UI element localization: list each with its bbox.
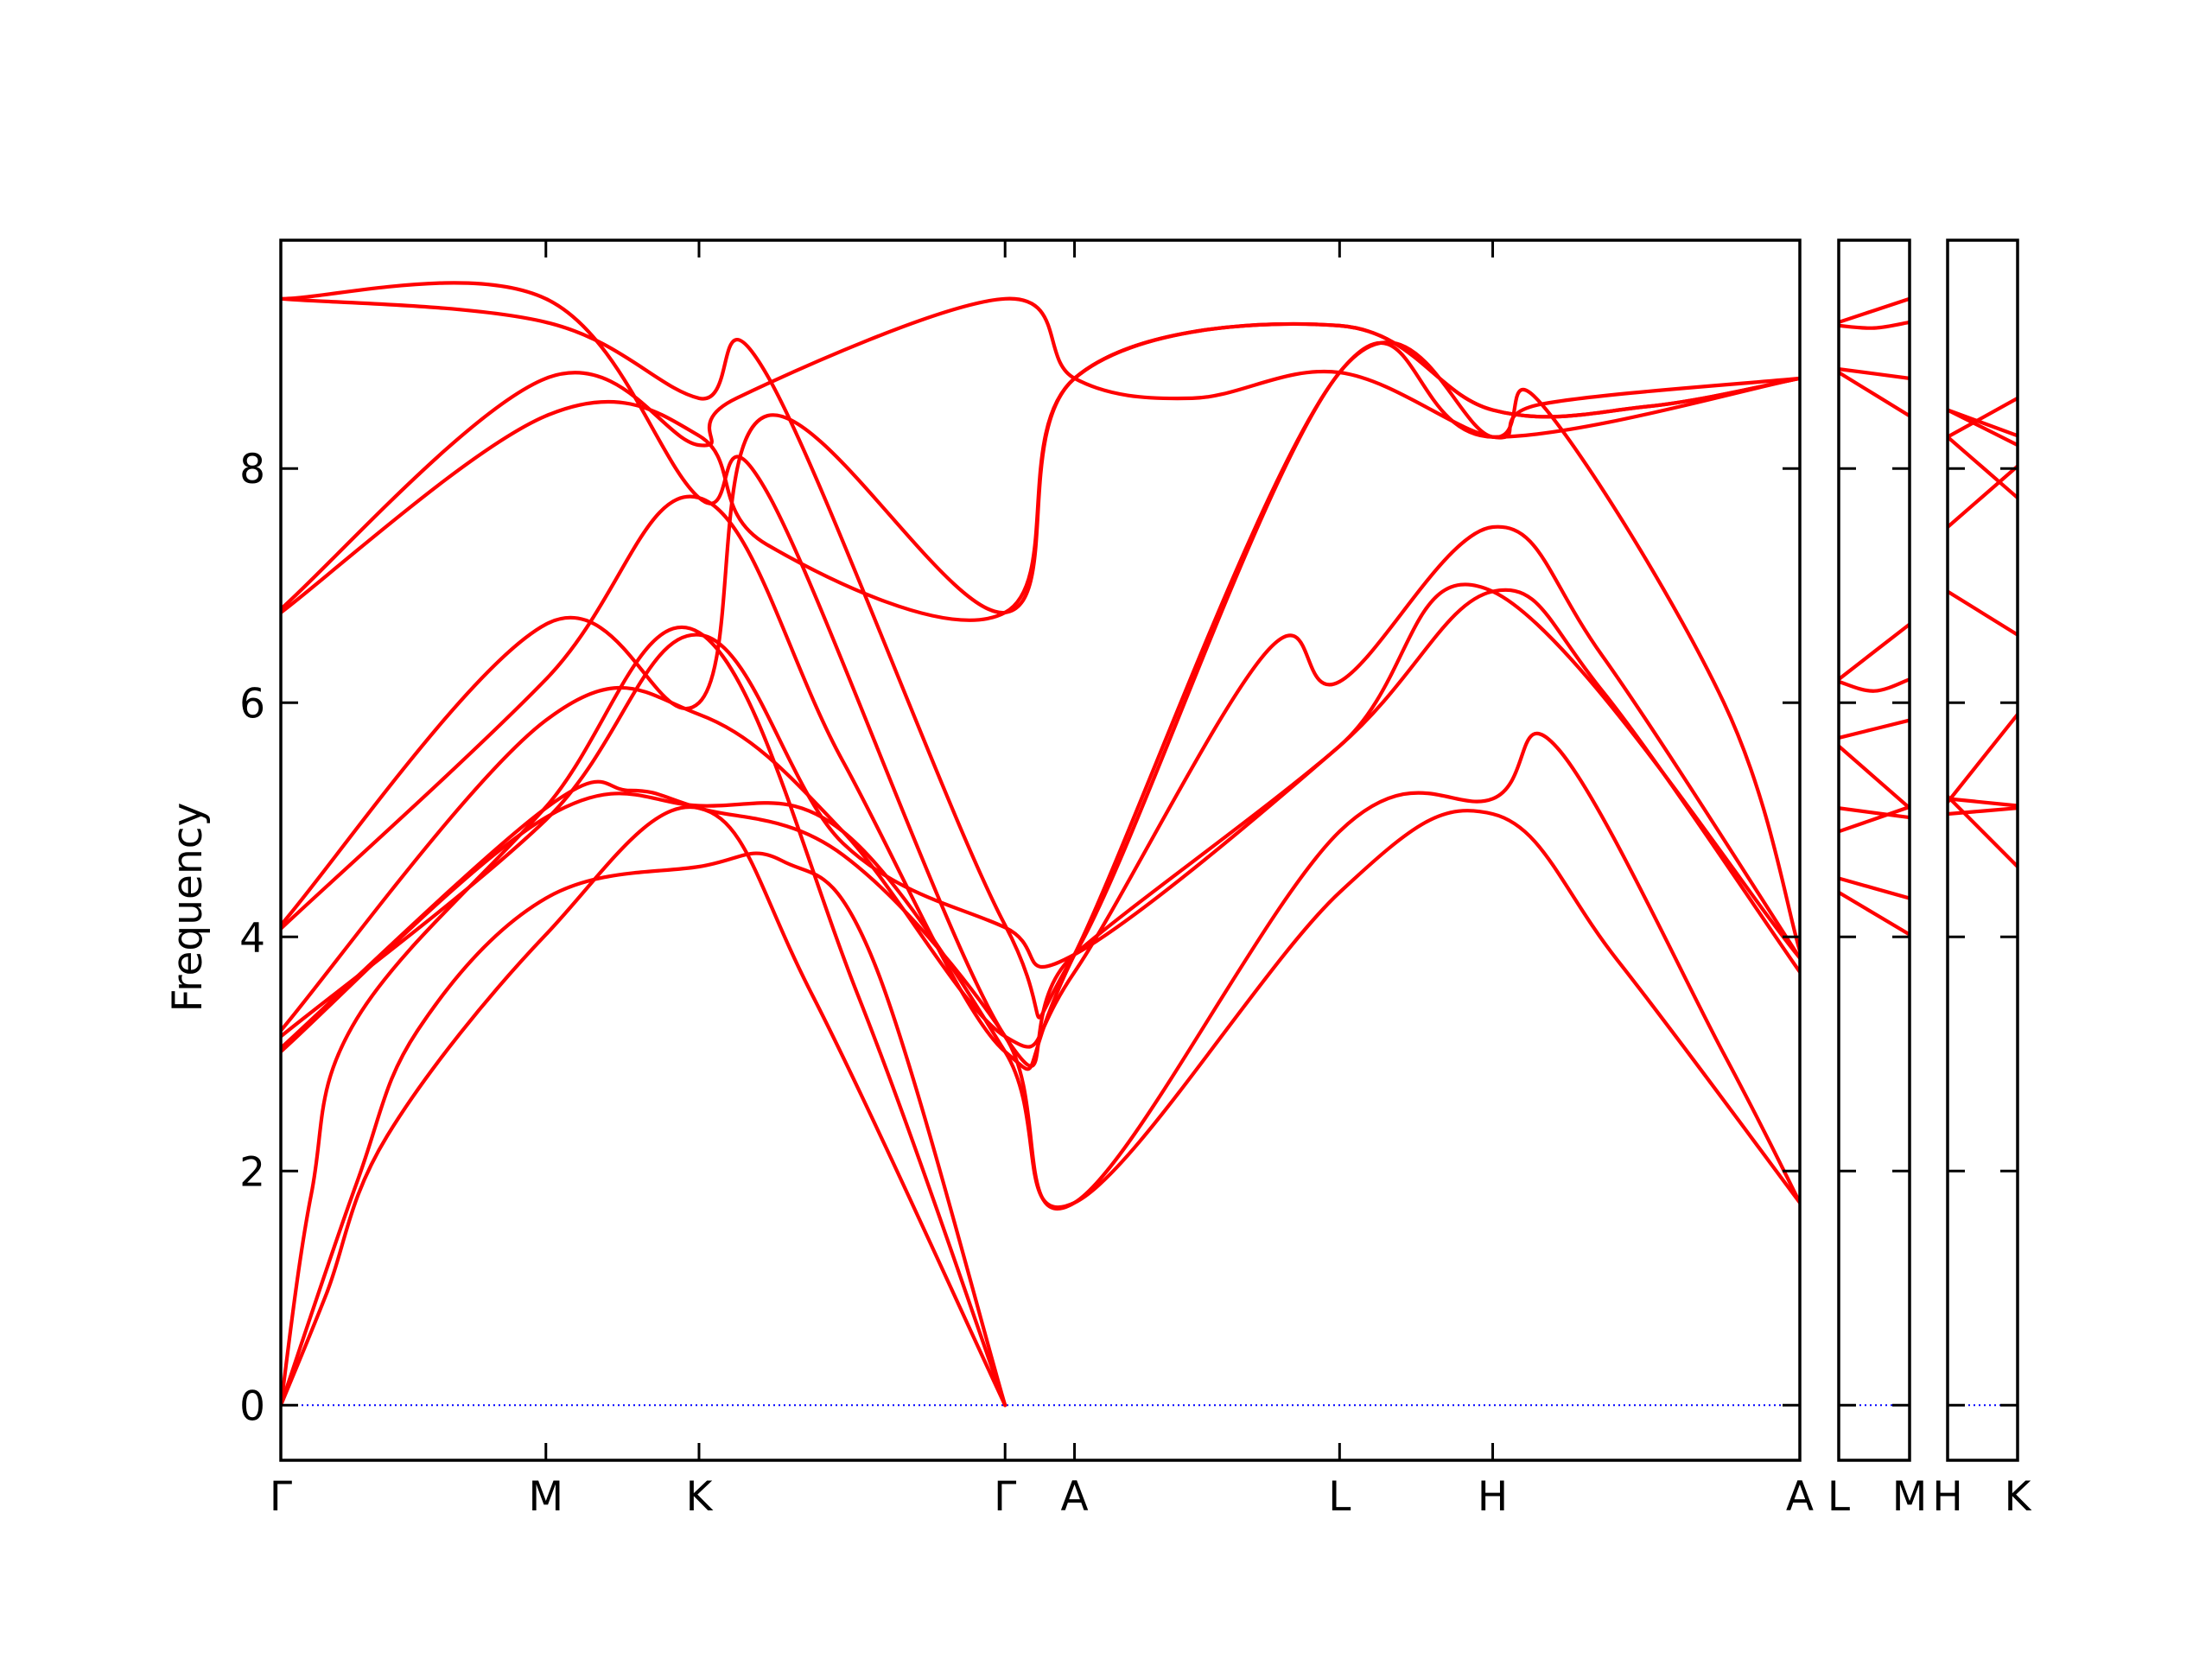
band-line-8 <box>1948 396 2018 439</box>
band-line-3 <box>1948 712 2018 804</box>
panel-frame <box>1837 238 1911 1462</box>
band-line-5 <box>1839 744 1910 810</box>
band-line-4 <box>1948 794 2018 869</box>
band-line-7 <box>1948 435 2018 500</box>
panel-frame <box>279 238 1802 1462</box>
band-line-1 <box>1839 890 1910 937</box>
x-tick-label: L <box>1328 1473 1351 1521</box>
band-lines <box>1948 396 2018 869</box>
band-lines <box>1839 296 1910 937</box>
band-line-5 <box>1948 589 2018 637</box>
band-line-5 <box>281 731 1800 1211</box>
y-tick-label: 2 <box>239 1148 265 1196</box>
band-line-10 <box>1948 408 2018 438</box>
band-line-10 <box>1839 367 1910 380</box>
y-tick-label: 4 <box>239 914 265 962</box>
band-line-12 <box>281 296 1800 1020</box>
y-tick-label: 0 <box>239 1382 265 1430</box>
band-line-7 <box>281 524 1800 1049</box>
x-tick-label: L <box>1827 1473 1850 1521</box>
x-tick-label: M <box>528 1473 563 1521</box>
x-tick-label: K <box>686 1473 714 1521</box>
x-tick-label: M <box>1892 1473 1928 1521</box>
band-line-8 <box>281 340 1800 1071</box>
band-line-2 <box>281 851 1007 1408</box>
x-tick-label: Γ <box>270 1473 292 1521</box>
band-line-7 <box>1839 677 1910 693</box>
y-tick-label: 8 <box>239 446 265 493</box>
band-lines <box>281 281 1800 1408</box>
band-line-11 <box>281 296 1800 611</box>
x-tick-label: A <box>1786 1473 1814 1521</box>
band-line-3 <box>1839 804 1910 834</box>
x-tick-label: K <box>2005 1473 2032 1521</box>
band-line-11 <box>1839 320 1910 330</box>
band-line-8 <box>1839 622 1910 682</box>
band-line-6 <box>1948 464 2018 530</box>
x-tick-label: A <box>1060 1473 1088 1521</box>
band-line-2 <box>1839 876 1910 900</box>
band-line-12 <box>1839 296 1910 324</box>
band-line-6 <box>281 588 1800 1039</box>
band-line-13 <box>281 281 1800 1068</box>
band-line-9 <box>1839 371 1910 418</box>
band-line-10 <box>281 321 1800 622</box>
y-tick-label: 6 <box>239 680 265 728</box>
y-axis-label: Frequency <box>164 803 212 1013</box>
band-line-4 <box>1839 806 1910 820</box>
x-tick-label: Γ <box>994 1473 1016 1521</box>
band-line-6 <box>1839 718 1910 740</box>
x-tick-label: H <box>1478 1473 1508 1521</box>
band-line-1 <box>1948 806 2018 817</box>
band-line-3 <box>281 625 1007 1408</box>
x-tick-label: H <box>1932 1473 1962 1521</box>
panel-frame <box>1946 238 2019 1462</box>
